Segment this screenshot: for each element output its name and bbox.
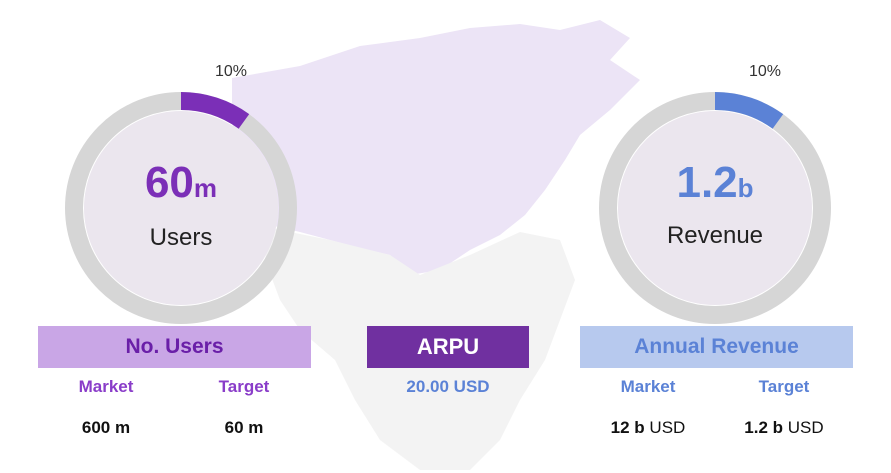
users-ring-inner (84, 111, 278, 305)
revenue-target-label: Target (758, 377, 810, 396)
revenue-ring: 1.2b Revenue (590, 83, 840, 333)
map-region-mena (232, 20, 640, 275)
revenue-label: Revenue (666, 222, 764, 249)
revenue-market-value: 12 b USD (610, 418, 686, 437)
revenue-ring-inner (618, 111, 812, 305)
revenue-ring-progress (599, 92, 831, 324)
users-value-number: 60 (144, 158, 194, 207)
revenue-value-unit: b (737, 173, 754, 203)
users-market-label: Market (78, 377, 134, 396)
users-header-box: No. Users (38, 326, 311, 368)
revenue-target-value: 1.2 b USD (744, 418, 824, 437)
users-target-value: 60 m (224, 418, 264, 437)
users-value: 60m (56, 161, 306, 205)
users-percent-label: 10% (215, 63, 248, 80)
arpu-header-box: ARPU (367, 326, 529, 368)
users-label: Users (149, 224, 213, 251)
users-market-value: 600 m (81, 418, 131, 437)
revenue-percent-label: 10% (749, 63, 782, 80)
users-value-unit: m (193, 173, 218, 203)
revenue-market-label: Market (620, 377, 676, 396)
arpu-value: 20.00 USD (406, 377, 490, 396)
revenue-value-number: 1.2 (676, 158, 738, 207)
revenue-header-box: Annual Revenue (580, 326, 853, 368)
users-ring: 60m Users (56, 83, 306, 333)
revenue-value: 1.2b (590, 161, 840, 205)
users-ring-progress (65, 92, 297, 324)
users-target-label: Target (218, 377, 270, 396)
